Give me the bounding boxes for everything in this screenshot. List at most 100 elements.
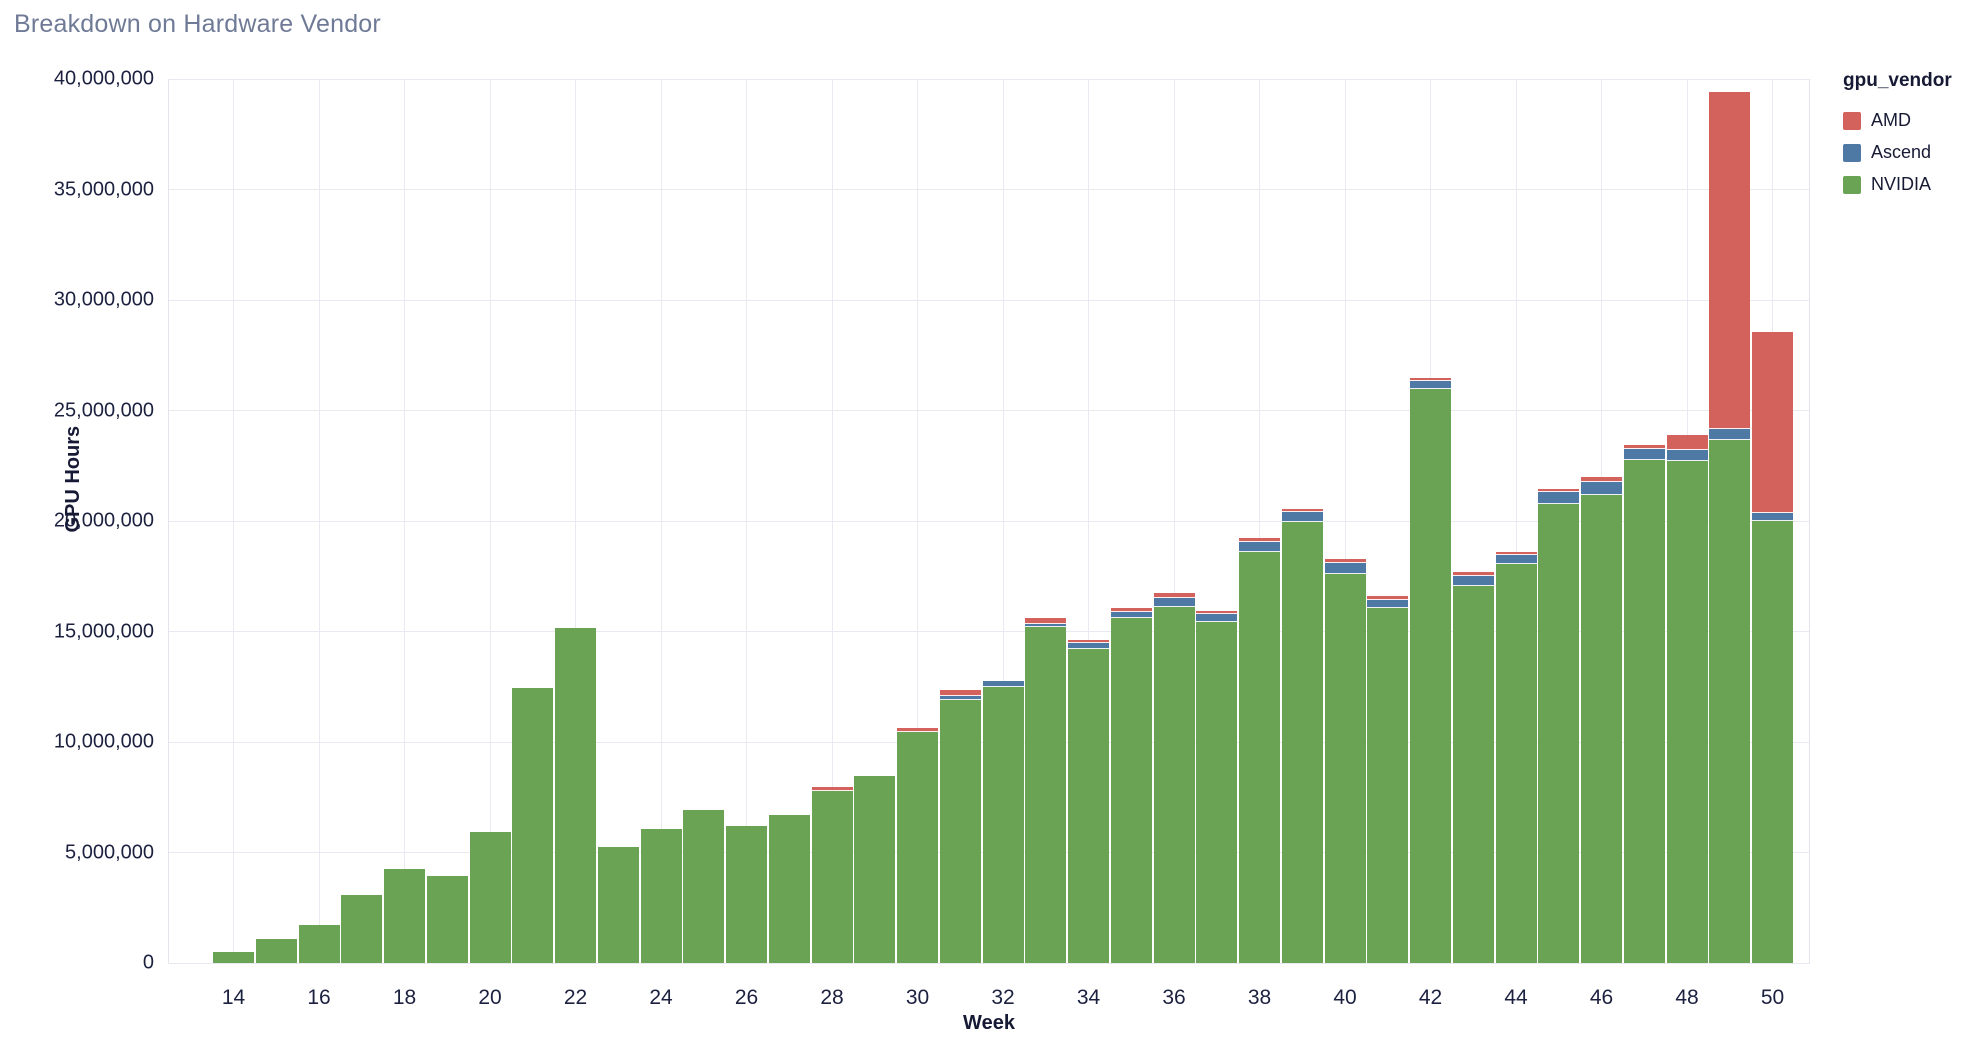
bar-segment-nvidia <box>768 815 810 963</box>
legend-label: AMD <box>1871 110 1911 130</box>
y-axis-title: GPU Hours <box>61 425 84 533</box>
bar-segment-amd <box>1324 558 1366 563</box>
bar-segment-ascend <box>1367 599 1409 609</box>
bar-segment-nvidia <box>1196 622 1238 963</box>
gridline-vertical <box>917 79 918 963</box>
gridline-vertical <box>1002 79 1004 963</box>
bar-segment-amd <box>1367 595 1409 600</box>
bar-stack-week-34 <box>1068 640 1109 963</box>
bar-segment-nvidia <box>298 925 340 963</box>
bar-segment-amd <box>1709 92 1751 430</box>
bar-segment-ascend <box>1709 429 1751 441</box>
bar-stack-week-43 <box>1452 571 1494 963</box>
bar-segment-nvidia <box>854 776 896 963</box>
bar-segment-amd <box>939 689 981 697</box>
bar-stack-week-14 <box>213 951 254 963</box>
gridline-horizontal <box>168 962 1810 964</box>
bar-segment-nvidia <box>1495 564 1537 963</box>
bar-stack-week-40 <box>1324 558 1366 963</box>
bar-segment-ascend <box>1110 611 1152 619</box>
bar-segment-ascend <box>1196 613 1238 622</box>
plot-right-border <box>1809 79 1810 963</box>
bar-segment-amd <box>1281 508 1323 513</box>
bar-segment-amd <box>1581 476 1622 483</box>
bar-segment-amd <box>1239 538 1280 543</box>
x-tick-label: 50 <box>1760 986 1785 1009</box>
x-tick-label: 18 <box>392 986 417 1009</box>
bar-segment-nvidia <box>982 686 1024 963</box>
chart-title: Breakdown on Hardware Vendor <box>14 10 381 38</box>
gridline-vertical <box>660 79 662 963</box>
bar-stack-week-21 <box>512 687 554 963</box>
y-axis-line <box>168 79 169 963</box>
legend-item-ascend: Ascend <box>1843 142 1952 163</box>
bar-segment-amd <box>1410 377 1451 382</box>
bar-segment-ascend <box>1452 576 1494 587</box>
x-axis-title: Week <box>963 1012 1015 1034</box>
gridline-horizontal <box>168 631 1810 632</box>
bar-segment-nvidia <box>1324 573 1366 963</box>
bar-segment-ascend <box>1666 450 1708 462</box>
bar-segment-amd <box>1068 640 1109 643</box>
bar-stack-week-26 <box>726 826 767 963</box>
bar-stack-week-45 <box>1538 488 1580 963</box>
bar-segment-amd <box>1538 488 1580 493</box>
bar-segment-nvidia <box>1367 608 1409 963</box>
x-tick-label: 34 <box>1076 986 1101 1009</box>
bar-stack-week-32 <box>982 681 1024 963</box>
bar-segment-amd <box>1452 571 1494 577</box>
gridline-vertical <box>1259 79 1260 963</box>
gridline-vertical <box>318 79 320 963</box>
bar-segment-nvidia <box>597 846 639 963</box>
bar-stack-week-38 <box>1239 538 1280 963</box>
bar-segment-nvidia <box>726 826 767 963</box>
bar-segment-amd <box>1153 593 1195 599</box>
bar-segment-nvidia <box>1666 461 1708 963</box>
bar-segment-nvidia <box>1709 440 1751 963</box>
bar-segment-nvidia <box>640 828 682 963</box>
bar-stack-week-15 <box>255 938 297 963</box>
bar-segment-ascend <box>1538 492 1580 505</box>
bar-stack-week-35 <box>1110 608 1152 963</box>
y-tick-label: 30,000,000 <box>53 288 154 311</box>
gridline-horizontal <box>168 189 1810 190</box>
bar-segment-nvidia <box>811 790 853 963</box>
gridline-horizontal <box>168 410 1810 411</box>
x-tick-label: 22 <box>563 986 588 1009</box>
bar-segment-nvidia <box>384 869 425 963</box>
gridline-vertical <box>575 79 576 963</box>
bar-segment-nvidia <box>213 951 254 963</box>
gridline-vertical <box>1088 79 1089 963</box>
bar-segment-nvidia <box>469 831 511 963</box>
y-tick-label: 10,000,000 <box>53 730 154 753</box>
x-tick-label: 44 <box>1504 986 1528 1009</box>
legend-item-nvidia: NVIDIA <box>1843 174 1952 195</box>
bar-segment-amd <box>1623 444 1665 449</box>
bar-segment-nvidia <box>1110 618 1152 963</box>
y-tick-label: 35,000,000 <box>53 178 154 200</box>
bar-stack-week-47 <box>1623 444 1665 963</box>
bar-segment-ascend <box>1495 555 1537 565</box>
y-tick-label: 5,000,000 <box>65 841 154 863</box>
x-tick-label: 14 <box>221 986 246 1009</box>
legend-swatch-icon <box>1843 143 1861 162</box>
bar-segment-nvidia <box>555 627 596 963</box>
legend-label: NVIDIA <box>1871 174 1932 194</box>
legend-item-amd: AMD <box>1843 110 1952 131</box>
x-tick-label: 28 <box>820 986 844 1009</box>
bar-segment-nvidia <box>897 731 938 963</box>
bar-segment-amd <box>1110 608 1152 612</box>
x-tick-label: 16 <box>307 986 331 1009</box>
x-tick-label: 32 <box>991 986 1015 1009</box>
bar-segment-ascend <box>982 681 1024 687</box>
bar-segment-ascend <box>939 696 981 700</box>
plot-area <box>168 78 1810 964</box>
y-tick-label: 20,000,000 <box>53 509 154 532</box>
bar-segment-nvidia <box>1410 388 1451 963</box>
bar-stack-week-33 <box>1025 618 1067 963</box>
bar-stack-week-48 <box>1666 434 1708 963</box>
bar-segment-nvidia <box>683 810 725 963</box>
bar-segment-amd <box>1666 434 1708 451</box>
bar-stack-week-42 <box>1410 377 1451 963</box>
